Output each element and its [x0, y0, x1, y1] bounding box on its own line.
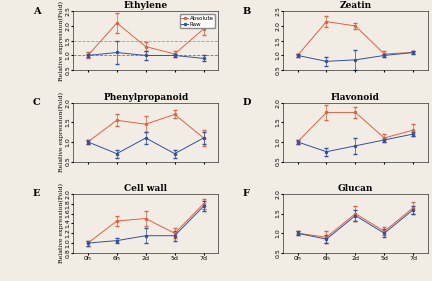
- Title: Ethylene: Ethylene: [124, 1, 168, 10]
- Y-axis label: Relative expression(Fold): Relative expression(Fold): [59, 183, 64, 263]
- Y-axis label: Relative expression(Fold): Relative expression(Fold): [59, 1, 64, 81]
- Title: Phenylpropanoid: Phenylpropanoid: [103, 93, 188, 102]
- Text: C: C: [33, 98, 41, 107]
- Title: Flavonoid: Flavonoid: [331, 93, 380, 102]
- Y-axis label: Relative expression(Fold): Relative expression(Fold): [59, 92, 64, 172]
- Text: D: D: [243, 98, 251, 107]
- Title: Glucan: Glucan: [338, 184, 373, 193]
- Title: Zeatin: Zeatin: [339, 1, 372, 10]
- Text: E: E: [33, 189, 41, 198]
- Text: B: B: [243, 6, 251, 15]
- Legend: Absolute, Raw: Absolute, Raw: [180, 14, 215, 28]
- Text: A: A: [33, 6, 41, 15]
- Text: F: F: [243, 189, 250, 198]
- Title: Cell wall: Cell wall: [124, 184, 167, 193]
